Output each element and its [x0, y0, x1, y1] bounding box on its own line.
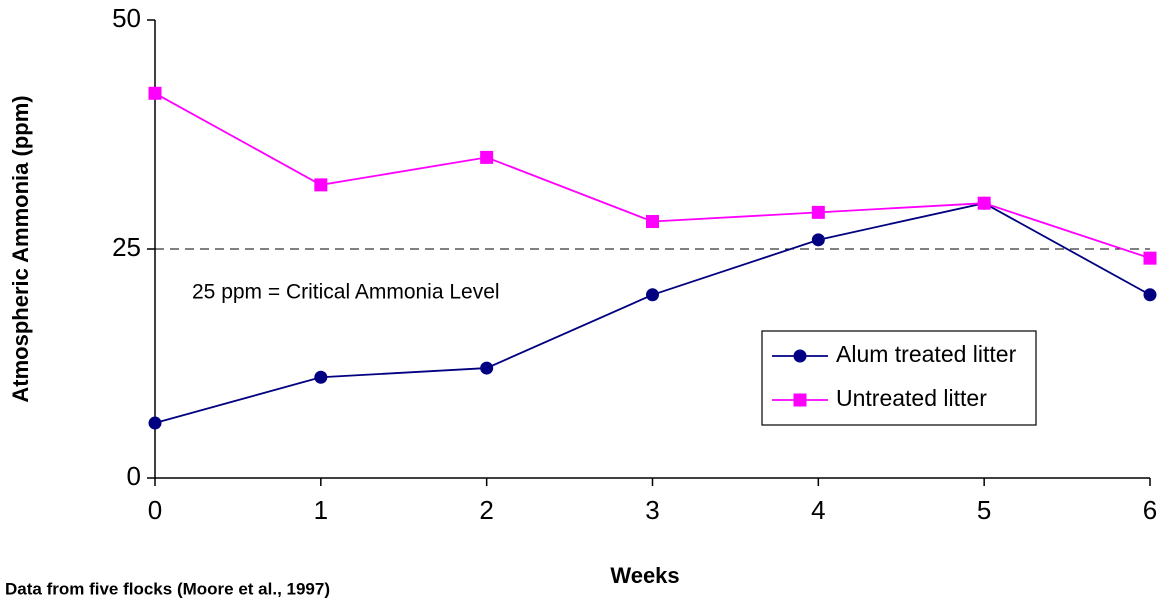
- y-tick-label: 50: [112, 3, 141, 33]
- point: [314, 370, 328, 384]
- x-tick-label: 1: [314, 495, 328, 525]
- point: [1143, 251, 1157, 265]
- point: [148, 416, 162, 430]
- point: [811, 233, 825, 247]
- x-tick-label: 4: [811, 495, 825, 525]
- point: [148, 86, 162, 100]
- point: [314, 178, 328, 192]
- legend-marker: [793, 393, 807, 407]
- y-axis-label: Atmospheric Ammonia (ppm): [8, 95, 33, 402]
- point: [977, 196, 991, 210]
- point: [646, 288, 659, 302]
- point: [480, 150, 494, 164]
- legend-label: Alum treated litter: [836, 341, 1017, 367]
- y-tick-label: 25: [112, 232, 141, 262]
- point: [646, 215, 659, 229]
- point: [1143, 288, 1157, 302]
- x-tick-label: 2: [479, 495, 493, 525]
- x-axis-label: Weeks: [610, 563, 679, 588]
- point: [811, 205, 825, 219]
- line: [154, 92, 1151, 260]
- legend-label: Untreated litter: [836, 385, 987, 411]
- x-tick-label: 5: [977, 495, 991, 525]
- footnote: Data from five flocks (Moore et al., 199…: [5, 579, 330, 598]
- x-tick-label: 6: [1143, 495, 1157, 525]
- legend-marker: [793, 349, 807, 363]
- x-tick-label: 0: [148, 495, 162, 525]
- legend-box: [761, 330, 1037, 426]
- point: [480, 361, 494, 375]
- y-tick-label: 0: [127, 461, 141, 491]
- x-tick-label: 3: [645, 495, 659, 525]
- reference-label: 25 ppm = Critical Ammonia Level: [192, 281, 500, 304]
